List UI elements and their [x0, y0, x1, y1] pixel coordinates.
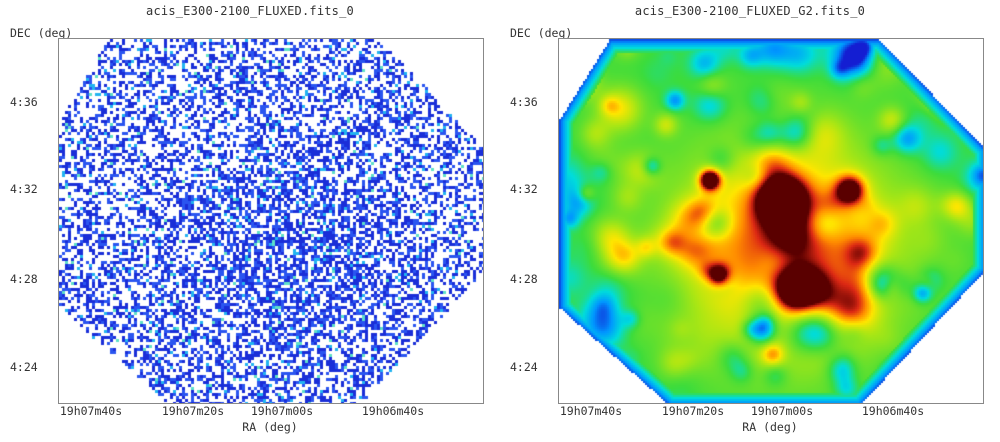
x-tick-label: 19h07m20s — [661, 404, 725, 418]
y-tick-label: 4:36 — [510, 95, 538, 109]
x-tick-label: 19h07m40s — [59, 404, 123, 418]
x-axis-label: RA (deg) — [742, 420, 798, 434]
raw-counts-image — [59, 39, 483, 403]
sky-image-frame[interactable] — [58, 38, 484, 404]
x-axis-label: RA (deg) — [242, 420, 298, 434]
sky-image-frame[interactable] — [558, 38, 984, 404]
y-axis-label: DEC (deg) — [510, 26, 573, 40]
x-tick-label: 19h06m40s — [361, 404, 425, 418]
y-tick-label: 4:36 — [10, 95, 38, 109]
y-tick-label: 4:32 — [510, 182, 538, 196]
y-axis-label: DEC (deg) — [10, 26, 73, 40]
x-tick-label: 19h07m20s — [161, 404, 225, 418]
y-tick-label: 4:24 — [10, 360, 38, 374]
x-tick-label: 19h07m40s — [559, 404, 623, 418]
panel-title: acis_E300-2100_FLUXED.fits_0 — [146, 4, 354, 18]
smoothed-flux-image — [559, 39, 983, 403]
y-tick-label: 4:28 — [10, 272, 38, 286]
y-tick-label: 4:28 — [510, 272, 538, 286]
y-tick-label: 4:32 — [10, 182, 38, 196]
panel-title: acis_E300-2100_FLUXED_G2.fits_0 — [634, 4, 866, 18]
image-panel-smoothed: acis_E300-2100_FLUXED_G2.fits_0 DEC (deg… — [500, 0, 1000, 442]
image-panel-raw: acis_E300-2100_FLUXED.fits_0 DEC (deg) 4… — [10, 4, 484, 434]
x-tick-label: 19h06m40s — [861, 404, 925, 418]
y-tick-label: 4:24 — [510, 360, 538, 374]
x-tick-label: 19h07m00s — [750, 404, 814, 418]
x-tick-label: 19h07m00s — [250, 404, 314, 418]
